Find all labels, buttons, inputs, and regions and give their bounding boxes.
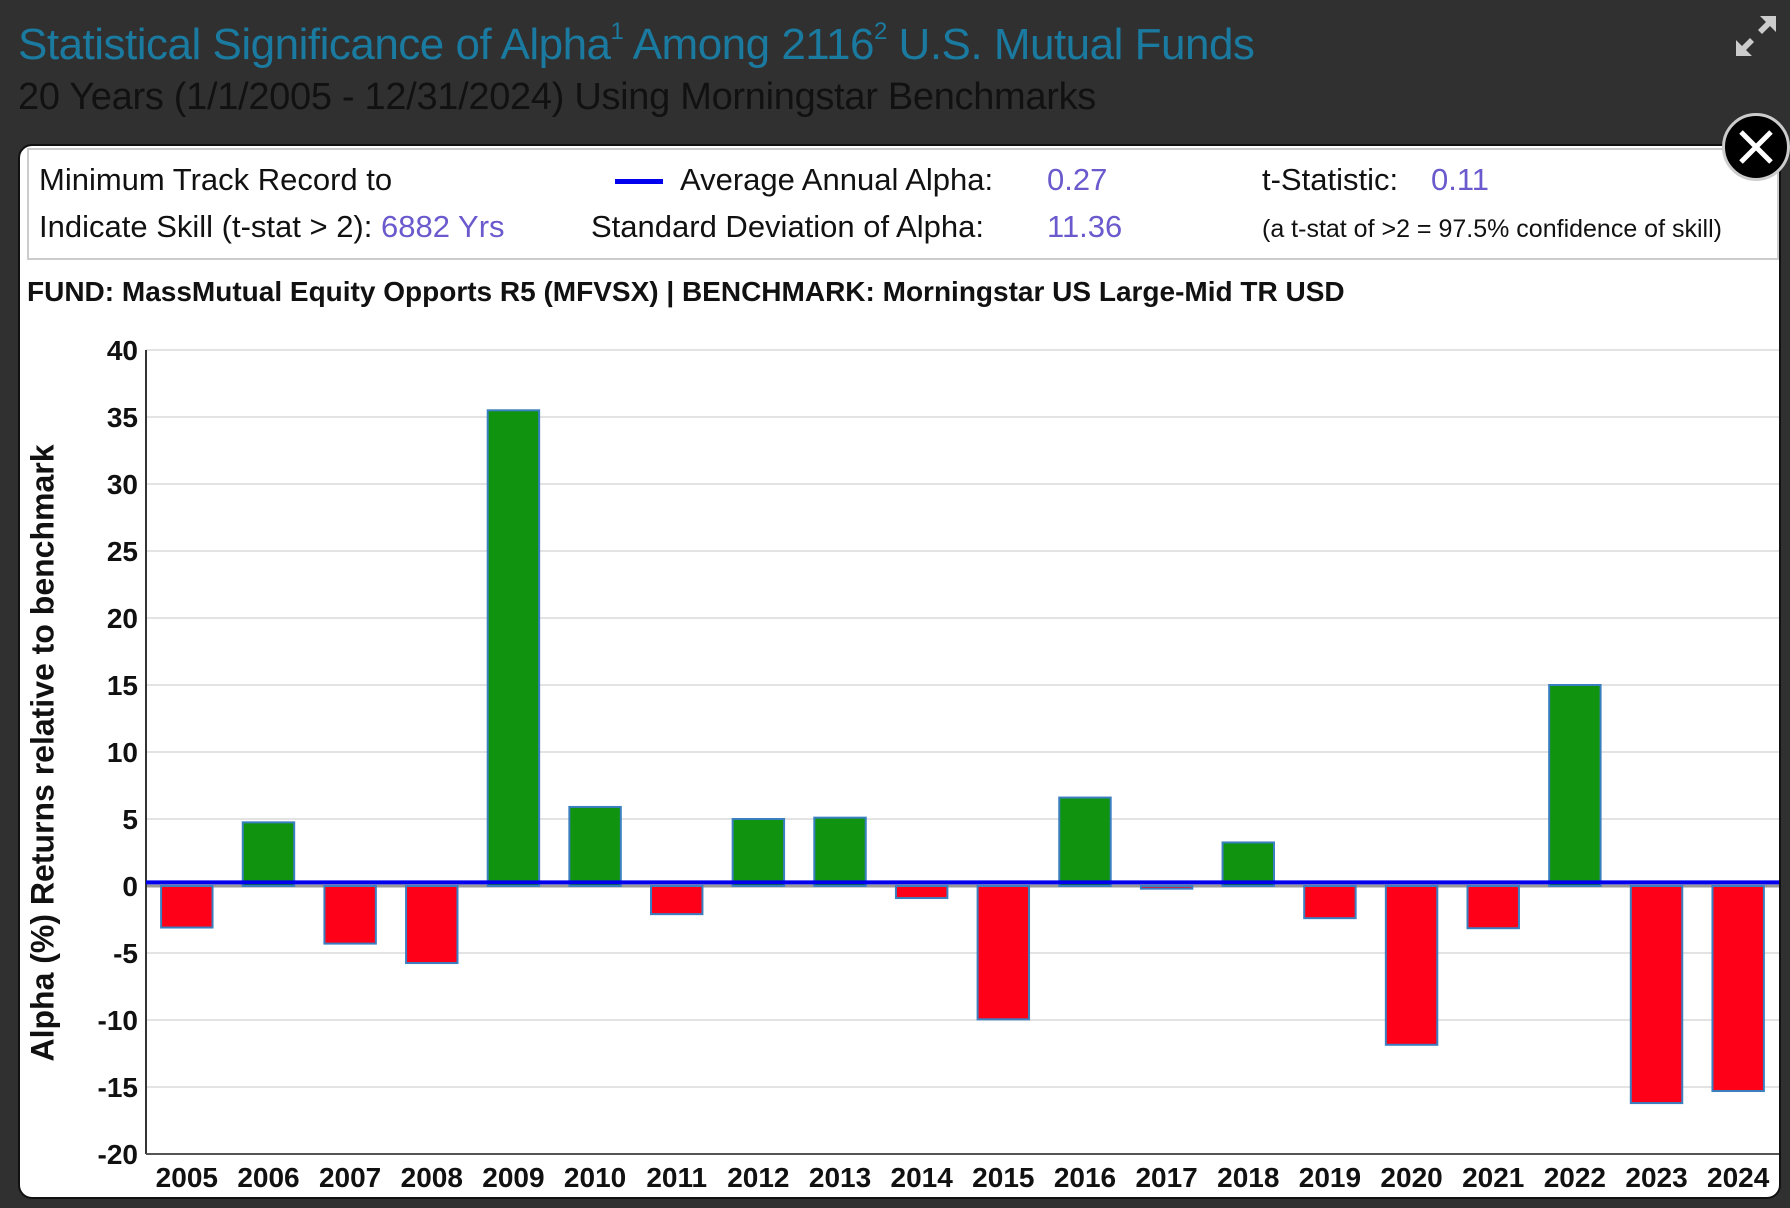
page-title: Statistical Significance of Alpha1 Among… (18, 18, 1255, 70)
title-text: Statistical Significance of Alpha (18, 20, 611, 69)
min-track-value: 6882 Yrs (381, 209, 505, 244)
close-x-icon (1739, 130, 1773, 164)
avg-alpha-label: Average Annual Alpha: (680, 162, 994, 197)
y-axis-label: Alpha (%) Returns relative to benchmark (24, 444, 61, 1062)
min-track-label-2: Indicate Skill (t-stat > 2): 6882 Yrs (39, 209, 505, 245)
footnote-1: 1 (610, 18, 624, 45)
page-subtitle: 20 Years (1/1/2005 - 12/31/2024) Using M… (18, 76, 1097, 118)
tstat-label: t-Statistic: (1262, 162, 1399, 197)
std-label: Standard Deviation of Alpha: (591, 209, 984, 244)
close-button[interactable] (1722, 113, 1790, 181)
avg-alpha-value: 0.27 (1047, 162, 1108, 197)
expand-arrows-icon[interactable] (1734, 14, 1778, 58)
chart-panel (18, 144, 1781, 1199)
tstat-note: (a t-stat of >2 = 97.5% confidence of sk… (1262, 215, 1722, 243)
tstat-value: 0.11 (1431, 162, 1490, 197)
min-track-label: Minimum Track Record to (39, 162, 393, 197)
min-track-label-text: Indicate Skill (t-stat > 2): (39, 209, 373, 244)
stats-box (27, 148, 1779, 260)
std-value: 11.36 (1047, 209, 1123, 244)
title-text: U.S. Mutual Funds (886, 20, 1255, 69)
avg-alpha-legend-line (615, 179, 663, 184)
fund-benchmark-title: FUND: MassMutual Equity Opports R5 (MFVS… (27, 276, 1345, 307)
footnote-2: 2 (873, 18, 887, 45)
title-text: Among 2116 (623, 20, 875, 69)
